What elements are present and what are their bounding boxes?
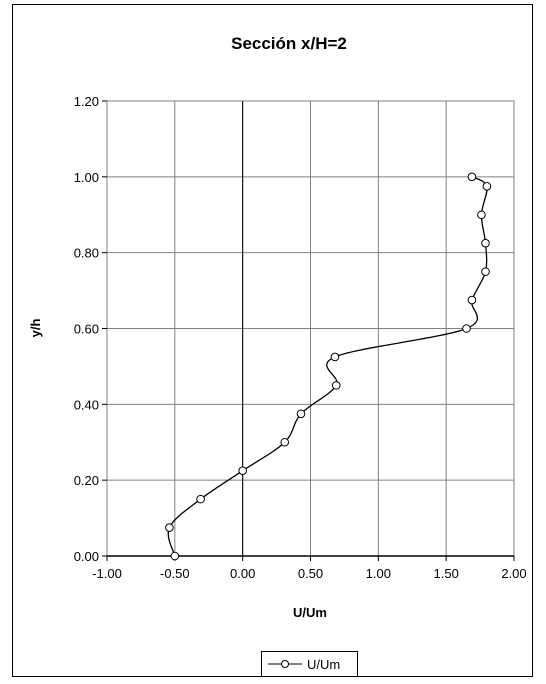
data-point xyxy=(482,182,492,191)
x-tick-label: 1.50 xyxy=(434,566,459,581)
y-tick-label: 0.00 xyxy=(74,549,99,564)
y-axis-label: y/h xyxy=(28,319,43,338)
data-point xyxy=(481,238,490,248)
x-tick-label: 0.50 xyxy=(298,566,323,581)
x-tick-label: 0.00 xyxy=(230,566,255,581)
series xyxy=(165,172,492,561)
legend-box xyxy=(261,651,358,677)
data-point xyxy=(165,523,174,532)
data-point xyxy=(467,172,477,182)
data-point xyxy=(330,352,340,362)
legend-marker xyxy=(281,660,289,668)
data-point xyxy=(170,551,180,561)
legend-label: U/Um xyxy=(307,657,340,672)
y-tick-label: 1.00 xyxy=(74,170,99,185)
x-tick-label: -1.00 xyxy=(92,566,122,581)
x-tick-label: 1.00 xyxy=(366,566,391,581)
data-point xyxy=(477,210,486,220)
x-axis-label: U/Um xyxy=(293,605,327,620)
data-point xyxy=(462,324,471,333)
data-point xyxy=(331,381,341,390)
y-tick-label: 0.60 xyxy=(74,322,99,337)
y-tick-label: 0.80 xyxy=(74,246,99,261)
legend: U/Um xyxy=(261,651,358,677)
y-tick-label: 0.40 xyxy=(74,397,99,412)
y-tick-label: 0.20 xyxy=(74,473,99,488)
y-tick-label: 1.20 xyxy=(74,94,99,109)
data-point xyxy=(296,409,306,419)
data-point xyxy=(280,437,290,447)
chart-title: Sección x/H=2 xyxy=(231,34,347,53)
x-tick-label: -0.50 xyxy=(160,566,190,581)
x-tick-label: 2.00 xyxy=(501,566,526,581)
data-point xyxy=(196,494,205,504)
data-point xyxy=(238,466,247,475)
data-point xyxy=(467,295,477,305)
data-point xyxy=(481,267,490,276)
